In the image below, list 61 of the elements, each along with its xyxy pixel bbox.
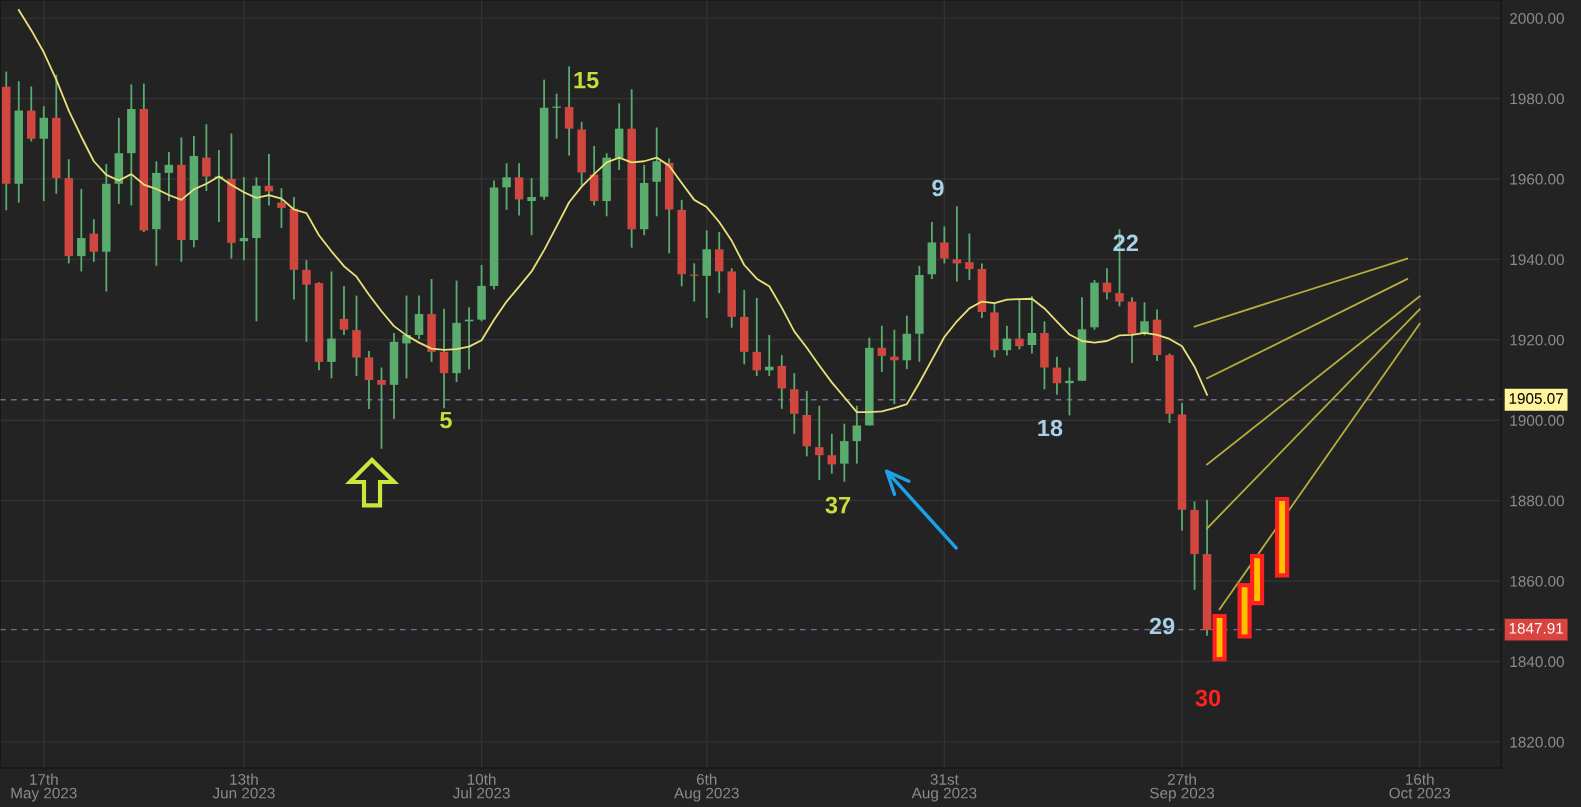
candlestick	[439, 307, 449, 410]
candlestick	[777, 354, 787, 410]
candlestick	[302, 259, 311, 343]
x-tick-label: 10th Jul 2023	[452, 773, 510, 799]
annotation: 9	[932, 179, 944, 197]
candlestick	[840, 422, 849, 483]
y-tick-label: 1840.00	[1510, 656, 1564, 668]
candlestick	[552, 92, 561, 140]
y-tick-label: 2000.00	[1510, 12, 1564, 24]
candlestick	[277, 187, 286, 229]
x-tick-label: 16th Oct 2023	[1389, 773, 1451, 799]
y-tick-label: 1880.00	[1510, 495, 1564, 507]
y-tick-label: 1960.00	[1510, 173, 1564, 185]
y-tick-label: 1940.00	[1510, 254, 1564, 266]
y-tick-label: 1920.00	[1510, 334, 1564, 346]
annotation: 15	[574, 71, 599, 89]
ref-line-label: 1847.91	[1509, 622, 1563, 634]
candlestick	[752, 297, 762, 377]
candlestick	[1015, 298, 1024, 351]
candlestick	[202, 123, 211, 192]
annotation: 37	[825, 496, 851, 514]
x-tick-label: 27th Sep 2023	[1150, 773, 1215, 802]
x-tick-label: 17th May 2023	[11, 773, 77, 802]
annotation: 18	[1038, 419, 1063, 437]
candlestick	[965, 232, 974, 281]
candlestick	[1052, 355, 1062, 396]
candlestick	[327, 270, 336, 380]
candlestick	[877, 324, 887, 373]
candlestick	[1140, 301, 1149, 337]
candlestick	[377, 366, 386, 450]
candlestick	[414, 294, 424, 340]
x-tick-label: 6th Aug 2023	[674, 773, 739, 802]
candlestick	[164, 151, 174, 202]
candlestick	[852, 404, 862, 465]
y-tick-label: 1900.00	[1510, 415, 1564, 426]
candlestick	[89, 218, 99, 263]
candlestick	[1027, 295, 1037, 355]
annotation: 5	[440, 411, 452, 429]
y-tick-label: 1860.00	[1510, 575, 1564, 587]
candlestick	[652, 126, 661, 218]
candlestick	[339, 284, 349, 336]
candlestick	[714, 231, 724, 295]
candlestick	[502, 162, 511, 211]
x-tick-label: 13th Jun 2023	[212, 773, 275, 799]
annotation: 29	[1149, 617, 1175, 635]
candlestick	[815, 404, 824, 482]
annotation: 30	[1195, 689, 1221, 707]
candlestick	[940, 225, 949, 265]
candlestick	[514, 162, 524, 217]
candlestick	[364, 350, 374, 410]
candlestick	[39, 105, 49, 202]
candlestick	[564, 65, 574, 157]
candlestick	[952, 205, 962, 283]
candlestick	[527, 177, 536, 237]
candlestick	[77, 188, 86, 273]
ref-line-label: 1905.07	[1509, 393, 1563, 404]
line-series	[17, 9, 1208, 414]
y-tick-label: 1980.00	[1510, 93, 1564, 105]
candlestick	[827, 432, 837, 475]
x-tick-label: 31st Aug 2023	[911, 773, 977, 802]
y-tick-label: 1820.00	[1510, 736, 1564, 748]
